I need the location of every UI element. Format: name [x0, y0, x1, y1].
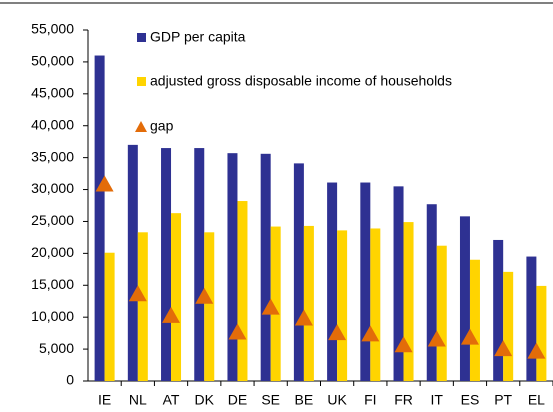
x-tick-label: IE [98, 392, 111, 408]
bar [161, 148, 172, 381]
gap-marker [328, 324, 347, 341]
bar [270, 226, 281, 381]
legend-swatch [135, 121, 147, 132]
legend-swatch [137, 77, 146, 86]
gap-marker [95, 175, 114, 192]
bar [327, 182, 338, 381]
gap-marker [427, 330, 446, 347]
y-tick-label: 50,000 [31, 53, 74, 69]
bar [204, 232, 215, 381]
x-tick-label: SE [261, 392, 280, 408]
x-tick-label: DK [195, 392, 215, 408]
y-tick-label: 45,000 [31, 85, 74, 101]
bar [370, 228, 381, 381]
bar [503, 271, 514, 381]
bar [469, 259, 480, 381]
bar [403, 222, 414, 381]
bar [303, 225, 314, 381]
bar [360, 182, 371, 381]
x-tick-label: FR [394, 392, 413, 408]
bar [137, 232, 148, 381]
y-tick-label: 5,000 [39, 340, 74, 356]
gap-marker [394, 336, 413, 353]
y-tick-label: 55,000 [31, 21, 74, 37]
gap-marker [162, 306, 181, 323]
x-tick-label: NL [129, 392, 147, 408]
bar [260, 153, 271, 381]
legend-label: adjusted gross disposable income of hous… [150, 73, 452, 89]
bar [526, 256, 537, 381]
gap-marker [261, 298, 280, 315]
bar [104, 252, 115, 381]
y-tick-label: 30,000 [31, 180, 74, 196]
x-tick-label: EL [528, 392, 545, 408]
x-tick-label: FI [364, 392, 376, 408]
y-tick-label: 0 [66, 372, 74, 388]
legend-label: gap [150, 118, 174, 134]
bar [94, 55, 105, 381]
x-tick-label: IT [431, 392, 444, 408]
bar [237, 201, 248, 381]
gap-marker [228, 323, 247, 340]
bar [393, 186, 404, 381]
gap-marker [128, 285, 147, 302]
bar [337, 230, 348, 381]
bar [194, 148, 205, 381]
legend-swatch [137, 33, 146, 42]
legend-label: GDP per capita [150, 29, 246, 45]
x-tick-label: BE [295, 392, 314, 408]
y-tick-label: 40,000 [31, 116, 74, 132]
gap-marker [460, 328, 479, 345]
bar [459, 216, 470, 381]
y-tick-label: 25,000 [31, 212, 74, 228]
bar [436, 245, 447, 381]
x-tick-label: DE [228, 392, 247, 408]
gap-marker [527, 342, 546, 359]
bar [493, 239, 504, 381]
y-tick-label: 35,000 [31, 148, 74, 164]
x-tick-label: ES [461, 392, 480, 408]
y-tick-label: 10,000 [31, 308, 74, 324]
bar [536, 285, 547, 381]
bar [293, 163, 304, 381]
y-tick-label: 15,000 [31, 276, 74, 292]
gap-marker [361, 325, 380, 342]
bar [171, 213, 182, 381]
x-tick-label: AT [163, 392, 180, 408]
bar [127, 144, 138, 381]
bar [426, 204, 437, 381]
gap-marker [195, 287, 214, 304]
x-tick-label: UK [327, 392, 347, 408]
gap-marker [294, 309, 313, 326]
x-tick-label: PT [494, 392, 512, 408]
gap-marker [494, 340, 513, 357]
bar [227, 153, 238, 381]
y-tick-label: 20,000 [31, 244, 74, 260]
